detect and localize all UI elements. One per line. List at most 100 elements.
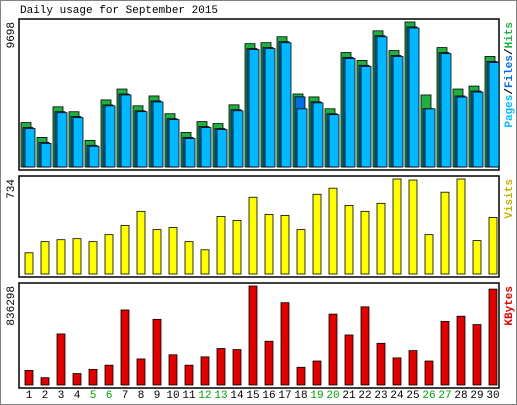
x-tick-label: 1 bbox=[26, 390, 33, 402]
x-tick-label: 16 bbox=[262, 390, 275, 402]
legend-entry: KBytes bbox=[504, 286, 516, 326]
bar bbox=[392, 178, 402, 275]
bar bbox=[296, 366, 306, 386]
bar bbox=[376, 202, 386, 275]
x-tick-label: 29 bbox=[470, 390, 483, 402]
x-tick-label: 27 bbox=[438, 390, 451, 402]
bar bbox=[248, 196, 258, 275]
bar bbox=[24, 252, 34, 275]
bar bbox=[488, 288, 498, 386]
bar bbox=[280, 214, 290, 275]
bar bbox=[392, 56, 404, 168]
panel bbox=[18, 175, 500, 278]
x-tick-label: 11 bbox=[182, 390, 196, 402]
bar bbox=[104, 105, 116, 168]
bar bbox=[488, 62, 500, 168]
bar bbox=[360, 210, 370, 275]
x-tick-label: 28 bbox=[454, 390, 467, 402]
bar bbox=[456, 315, 466, 386]
x-tick-label: 23 bbox=[374, 390, 387, 402]
legend-entry: Visits bbox=[504, 179, 516, 219]
bar bbox=[104, 364, 114, 386]
bar bbox=[232, 349, 242, 386]
bar bbox=[72, 373, 82, 386]
bar bbox=[40, 377, 50, 386]
x-tick-label: 18 bbox=[294, 390, 307, 402]
legend-separator: / bbox=[504, 88, 516, 95]
bar bbox=[472, 324, 482, 386]
bar bbox=[40, 142, 52, 168]
bar bbox=[152, 101, 164, 168]
bar bbox=[88, 145, 100, 168]
legend: Pages/Files/Hits bbox=[504, 22, 516, 128]
x-tick-label: 21 bbox=[342, 390, 356, 402]
y-max-label: 9698 bbox=[6, 22, 18, 48]
bar bbox=[216, 129, 228, 168]
bar bbox=[56, 112, 68, 168]
bar bbox=[376, 342, 386, 386]
legend-entry: Pages bbox=[504, 95, 516, 128]
bar bbox=[328, 187, 338, 275]
x-tick-label: 10 bbox=[166, 390, 179, 402]
x-tick-label: 14 bbox=[230, 390, 244, 402]
x-tick-label: 3 bbox=[58, 390, 65, 402]
legend-entry: Hits bbox=[504, 22, 516, 48]
bar bbox=[344, 205, 354, 275]
panel bbox=[18, 282, 500, 389]
bar bbox=[72, 117, 84, 168]
bar bbox=[200, 249, 210, 275]
bar bbox=[232, 220, 242, 275]
bar bbox=[360, 65, 372, 168]
x-tick-label: 30 bbox=[486, 390, 499, 402]
bar bbox=[120, 225, 130, 275]
bar bbox=[264, 48, 276, 168]
bar bbox=[168, 354, 178, 386]
legend-separator: / bbox=[504, 48, 516, 55]
bar bbox=[120, 94, 132, 168]
y-max-label: 734 bbox=[6, 179, 18, 199]
x-tick-label: 19 bbox=[310, 390, 323, 402]
bar bbox=[24, 370, 34, 386]
bar bbox=[408, 179, 418, 275]
bar bbox=[40, 241, 50, 275]
x-tick-label: 8 bbox=[138, 390, 145, 402]
bar bbox=[472, 91, 484, 168]
bar bbox=[440, 321, 450, 386]
bar bbox=[248, 285, 258, 386]
bar bbox=[296, 229, 306, 275]
bar bbox=[296, 108, 308, 168]
bar bbox=[152, 229, 162, 275]
x-tick-label: 5 bbox=[90, 390, 97, 402]
bar bbox=[88, 241, 98, 275]
bar bbox=[168, 119, 180, 168]
bar bbox=[120, 309, 130, 386]
bar bbox=[440, 191, 450, 275]
bar bbox=[440, 53, 452, 168]
bar bbox=[264, 214, 274, 275]
bar bbox=[184, 138, 196, 168]
bar bbox=[216, 216, 226, 275]
bar bbox=[216, 348, 226, 386]
chart-title: Daily usage for September 2015 bbox=[20, 5, 218, 17]
bar bbox=[328, 313, 338, 386]
bar bbox=[152, 318, 162, 386]
x-tick-label: 13 bbox=[214, 390, 227, 402]
bar bbox=[312, 193, 322, 275]
x-tick-label: 24 bbox=[390, 390, 404, 402]
bar bbox=[136, 210, 146, 275]
bar bbox=[72, 238, 82, 275]
bar bbox=[456, 96, 468, 168]
legend-entry: Files bbox=[504, 55, 516, 88]
y-max-label: 836298 bbox=[6, 286, 18, 326]
x-tick-label: 15 bbox=[246, 390, 259, 402]
bar bbox=[136, 358, 146, 386]
x-tick-label: 17 bbox=[278, 390, 291, 402]
x-tick-label: 25 bbox=[406, 390, 419, 402]
bar bbox=[280, 42, 292, 168]
bar bbox=[424, 234, 434, 275]
bar bbox=[264, 340, 274, 386]
bar bbox=[168, 227, 178, 275]
bar bbox=[232, 110, 244, 168]
bar bbox=[424, 360, 434, 386]
